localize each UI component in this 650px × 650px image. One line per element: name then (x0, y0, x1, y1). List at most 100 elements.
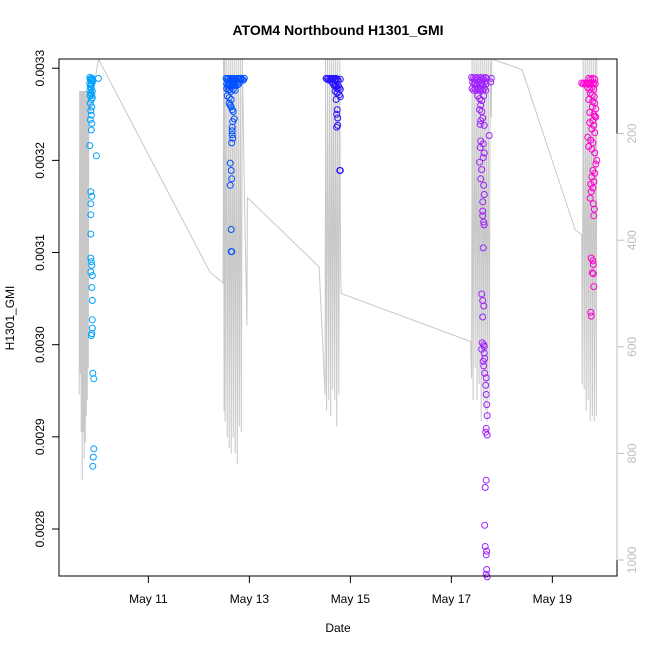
data-point (589, 261, 597, 268)
data-point (480, 362, 488, 370)
data-point (479, 207, 487, 215)
data-point (333, 110, 341, 118)
data-point (482, 551, 490, 559)
x-axis: May 11 May 13 May 15 May 17 May 19 (129, 575, 572, 606)
data-point (88, 91, 96, 99)
data-point (226, 181, 234, 189)
y2-tick-label: 1000 (625, 546, 639, 573)
data-point (479, 154, 487, 162)
data-point (228, 127, 236, 135)
data-point (334, 114, 342, 122)
data-point (584, 84, 592, 92)
x-tick-label: May 11 (129, 592, 168, 606)
data-point (88, 120, 96, 127)
data-point (478, 339, 486, 347)
data-point (90, 445, 98, 453)
data-point (478, 108, 486, 115)
data-point (227, 87, 235, 95)
y2-tick-label: 200 (625, 123, 639, 143)
data-point (333, 106, 341, 114)
data-point (590, 205, 598, 213)
data-point (590, 121, 598, 129)
x-tick-label: May 13 (230, 592, 270, 606)
y-tick-label: 0.0030 (33, 326, 47, 363)
data-point (591, 75, 599, 83)
x-tick-label: May 15 (331, 592, 371, 606)
data-point (480, 302, 488, 310)
data-point (480, 181, 488, 189)
data-point (586, 89, 594, 97)
data-point (479, 244, 487, 252)
data-point (228, 175, 236, 183)
data-point (226, 159, 234, 167)
data-point (88, 284, 96, 291)
y2-axis: 200 400 600 800 1000 (616, 123, 639, 573)
data-point (481, 369, 489, 377)
data-point (476, 144, 484, 151)
data-point (87, 258, 95, 266)
data-point (587, 312, 595, 320)
chart-title: ATOM4 Northbound H1301_GMI (232, 22, 443, 38)
data-point (476, 120, 484, 128)
data-point (480, 121, 488, 129)
series-2 (222, 74, 248, 256)
data-point (589, 139, 597, 147)
data-point (88, 297, 96, 304)
data-point (87, 268, 95, 276)
data-point (479, 212, 487, 220)
data-point (88, 272, 96, 280)
data-point (480, 85, 488, 92)
data-points-layer (86, 73, 601, 581)
pressure-line (78, 59, 598, 481)
y2-tick-label: 800 (625, 443, 639, 463)
data-point (477, 85, 485, 92)
y2-tick-label: 600 (625, 336, 639, 356)
data-point (86, 92, 94, 100)
data-point (240, 74, 248, 82)
data-point (483, 401, 491, 409)
data-point (480, 221, 488, 229)
data-point (587, 308, 595, 316)
data-point (485, 132, 493, 139)
data-point (586, 109, 594, 116)
data-point (479, 198, 487, 206)
data-point (87, 188, 95, 196)
data-point (478, 166, 486, 174)
data-point (591, 129, 599, 137)
y-tick-label: 0.0029 (33, 418, 47, 455)
series-5 (578, 74, 601, 320)
data-point (480, 218, 488, 226)
data-point (331, 87, 339, 95)
data-point (88, 192, 96, 200)
y-tick-label: 0.0031 (33, 234, 47, 271)
data-point (589, 270, 597, 278)
pressure-line-layer (78, 59, 598, 481)
data-point (228, 131, 236, 139)
data-point (482, 476, 490, 484)
data-point (87, 230, 95, 238)
y-tick-label: 0.0028 (33, 510, 47, 547)
data-point (481, 543, 489, 550)
data-point (87, 254, 95, 262)
data-point (87, 126, 95, 134)
data-point (236, 75, 244, 83)
data-point (591, 112, 599, 120)
data-point (477, 117, 485, 125)
data-point (483, 547, 491, 555)
data-point (479, 313, 487, 321)
data-point (336, 75, 344, 83)
data-point (483, 412, 491, 420)
data-point (237, 74, 245, 82)
data-point (87, 111, 95, 119)
x-tick-label: May 17 (432, 592, 472, 606)
x-axis-label: Date (325, 621, 351, 635)
data-point (234, 81, 242, 89)
data-point (333, 123, 341, 131)
data-point (476, 158, 484, 166)
data-point (90, 375, 98, 383)
data-point (227, 226, 235, 233)
data-point (227, 167, 235, 174)
data-point (482, 374, 490, 382)
data-point (481, 521, 489, 529)
series-4 (468, 73, 495, 581)
